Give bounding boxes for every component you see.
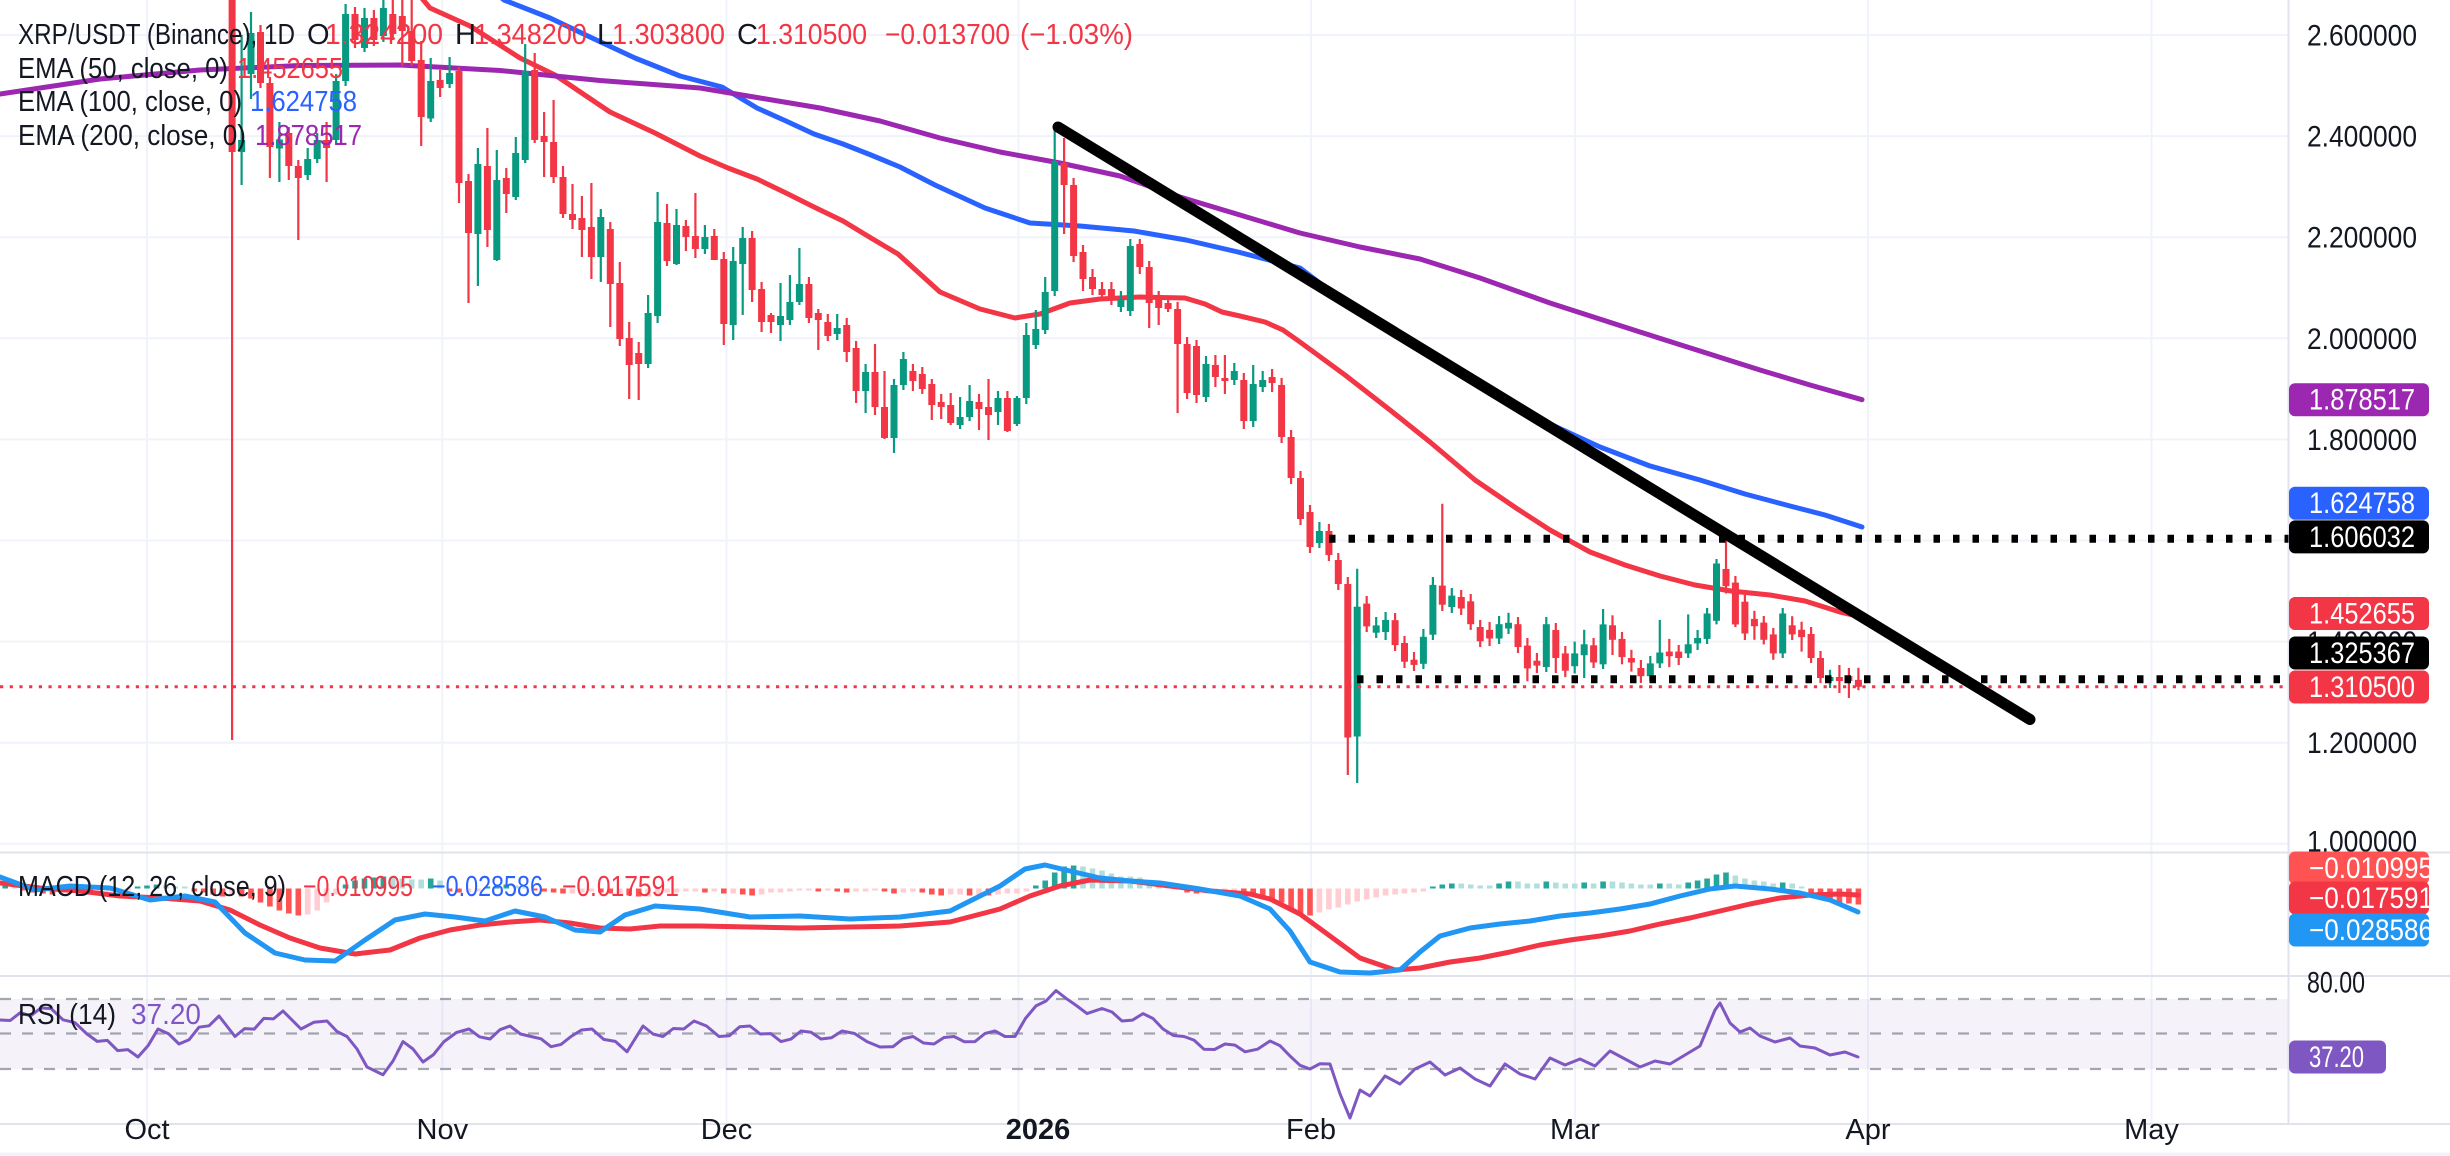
svg-text:1.624758: 1.624758 [2309,487,2415,520]
svg-text:2026: 2026 [1006,1114,1071,1146]
svg-text:O: O [307,19,330,51]
svg-text:37.20: 37.20 [2309,1041,2364,1074]
svg-text:2.400000: 2.400000 [2307,121,2417,154]
svg-text:1.303800: 1.303800 [612,19,725,51]
svg-text:MACD (12, 26, close, 9): MACD (12, 26, close, 9) [18,871,286,903]
svg-text:−0.013700: −0.013700 [885,19,1010,51]
svg-text:−0.010995: −0.010995 [303,871,413,903]
svg-text:Mar: Mar [1550,1114,1600,1146]
svg-text:1.800000: 1.800000 [2307,424,2417,457]
svg-text:1.606032: 1.606032 [2309,521,2415,554]
svg-text:Feb: Feb [1286,1114,1336,1146]
svg-text:Nov: Nov [417,1114,469,1146]
svg-text:−0.017591: −0.017591 [562,871,679,903]
svg-text:−0.028586: −0.028586 [432,871,543,903]
svg-text:80.00: 80.00 [2307,967,2365,1000]
svg-text:May: May [2124,1114,2179,1146]
svg-text:1.200000: 1.200000 [2307,727,2417,760]
svg-text:1.452655: 1.452655 [2309,598,2415,631]
svg-text:Dec: Dec [701,1114,753,1146]
svg-text:L: L [597,19,613,51]
svg-text:EMA (100, close, 0): EMA (100, close, 0) [18,86,242,118]
svg-text:1.452655: 1.452655 [237,53,343,85]
svg-text:1.310500: 1.310500 [756,19,867,51]
svg-text:1.324200: 1.324200 [325,19,443,51]
svg-text:−0.017591: −0.017591 [2309,882,2433,915]
svg-text:1.624758: 1.624758 [250,86,357,118]
svg-text:37.20: 37.20 [131,999,201,1031]
svg-text:−0.010995: −0.010995 [2309,852,2433,885]
svg-text:RSI (14): RSI (14) [18,999,116,1031]
svg-text:Apr: Apr [1845,1114,1890,1146]
svg-text:1.325367: 1.325367 [2309,637,2415,670]
svg-text:XRP/USDT (Binance), 1D: XRP/USDT (Binance), 1D [18,19,295,51]
svg-text:−0.028586: −0.028586 [2309,914,2433,947]
svg-text:1.878517: 1.878517 [255,120,362,152]
svg-text:2.600000: 2.600000 [2307,20,2417,53]
svg-text:1.348200: 1.348200 [474,19,587,51]
svg-text:1.310500: 1.310500 [2309,671,2415,704]
svg-text:EMA (200, close, 0): EMA (200, close, 0) [18,120,246,152]
svg-text:1.878517: 1.878517 [2309,384,2415,417]
svg-text:2.200000: 2.200000 [2307,222,2417,255]
svg-text:EMA (50, close, 0): EMA (50, close, 0) [18,53,228,85]
svg-text:H: H [455,19,476,51]
svg-text:C: C [737,19,758,51]
svg-text:2.000000: 2.000000 [2307,323,2417,356]
svg-text:(−1.03%): (−1.03%) [1020,19,1133,51]
svg-text:Oct: Oct [124,1114,169,1146]
